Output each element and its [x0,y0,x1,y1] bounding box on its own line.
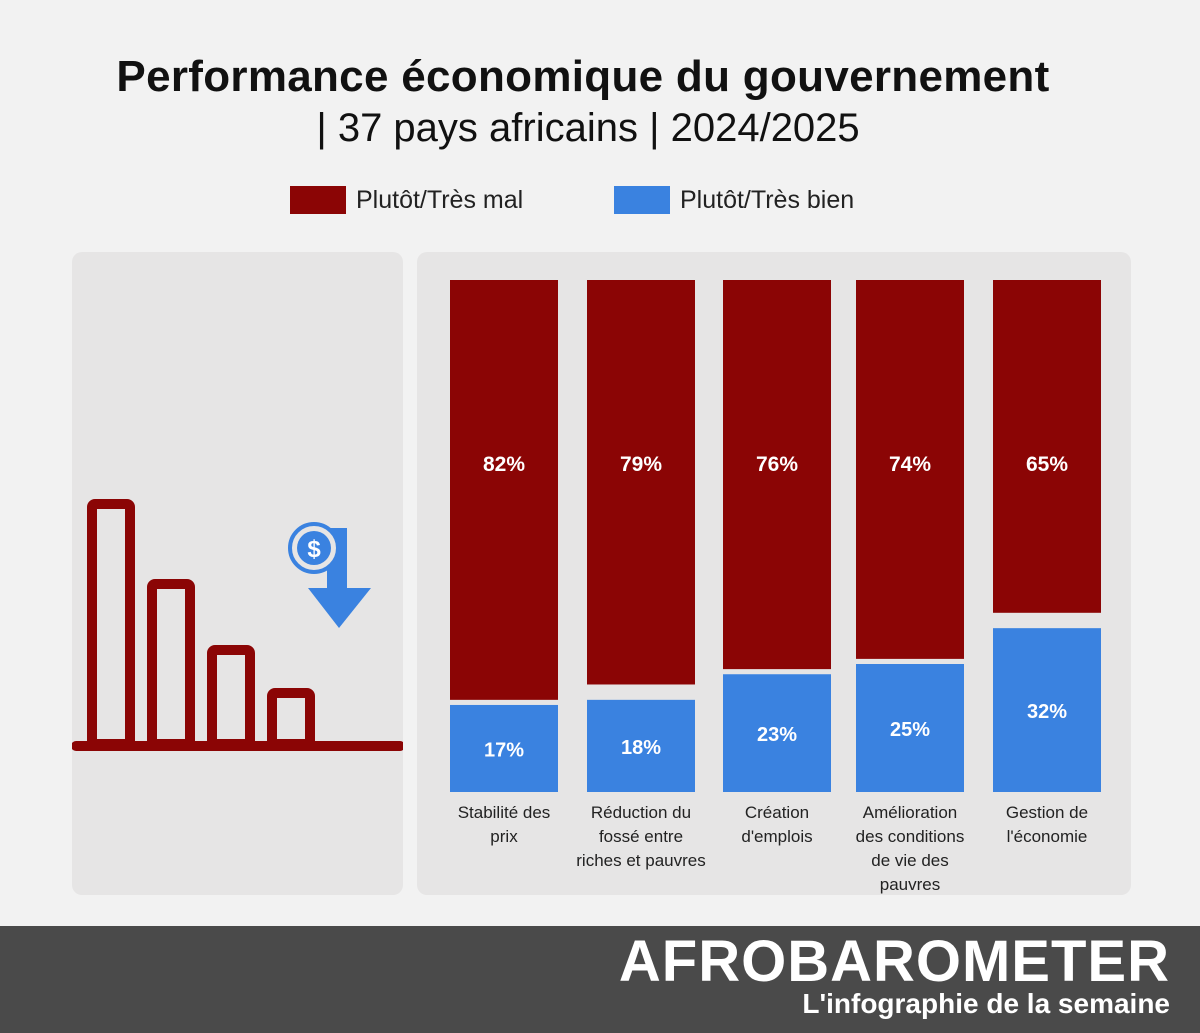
legend-swatch-good [614,186,670,214]
category-label-line: pauvres [879,875,941,894]
bar-good-2 [587,699,695,792]
chart-title: Performance économique du gouvernement [116,52,1050,101]
data-label-good-2: 18% [621,737,661,759]
declining-chart-icon: $ [72,499,403,751]
category-label-line: d'emplois [741,827,813,846]
bar-icon [87,499,315,749]
bar-good-1 [450,704,558,792]
category-label-5: Gestion de l'économie [972,801,1122,849]
data-label-good-3: 23% [757,724,797,746]
bar-good-4 [856,664,964,792]
data-label-bad-4: 74% [889,453,931,476]
chart-subtitle: | 37 pays africains | 2024/2025 [316,106,860,150]
dollar-down-icon: $ [288,522,371,628]
category-label-line: des conditions [855,827,965,846]
bar-bad-3 [723,280,831,670]
category-label-line: prix [490,827,518,846]
category-label-line: Gestion de [1005,803,1089,822]
category-label-line: riches et pauvres [576,851,706,870]
bar-good-5 [993,628,1101,792]
brand-logo: AFROBAROMETER [618,929,1170,994]
bar-bad-5 [993,280,1101,613]
data-label-good-1: 17% [484,739,524,761]
category-label-line: Réduction du [590,803,692,822]
category-label-line: Création [744,803,810,822]
svg-text:$: $ [307,536,321,563]
legend-label-good: Plutôt/Très bien [680,185,855,214]
data-label-bad-2: 79% [620,453,662,476]
category-label-line: Stabilité des [457,803,551,822]
stacked-bar-chart: 82% 17% 79% 18% 76% 23% 74% 25% 65% 32% [450,280,1101,792]
category-label-1: Stabilité des prix [429,801,579,849]
data-label-bad-3: 76% [756,453,798,476]
legend-label-bad: Plutôt/Très mal [356,185,524,214]
category-label-4: Amélioration des conditions de vie des pauv… [835,801,985,897]
category-label-line: de vie des [871,851,949,870]
category-label-line: Amélioration [862,803,958,822]
data-label-good-4: 25% [890,719,930,741]
footer-tagline: L'infographie de la semaine [802,988,1170,1019]
data-label-bad-5: 65% [1026,453,1068,476]
legend-item-bad: Plutôt/Très mal [290,184,523,216]
bar-good-3 [723,674,831,792]
category-label-2: Réduction du fossé entre riches et pauvres [566,801,716,873]
category-label-line: l'économie [1006,827,1088,846]
footer-bar [0,926,1200,1033]
data-label-good-5: 32% [1027,701,1067,723]
bar-bad-4 [856,280,964,659]
category-label-3: Création d'emplois [702,801,852,849]
bar-bad-1 [450,280,558,700]
legend-swatch-bad [290,186,346,214]
data-label-bad-1: 82% [483,453,525,476]
legend-item-good: Plutôt/Très bien [614,184,854,216]
bar-bad-2 [587,280,695,685]
category-label-line: fossé entre [598,827,684,846]
